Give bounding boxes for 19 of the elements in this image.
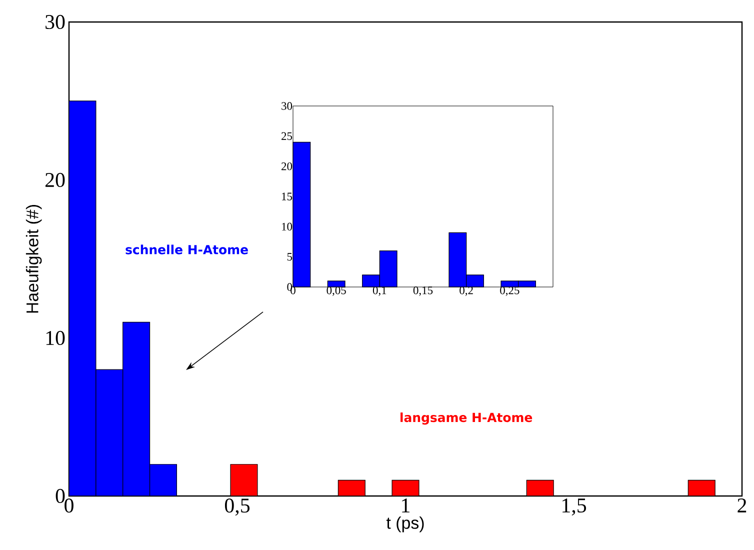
- annotation: langsame H-Atome: [400, 412, 532, 425]
- y-tick-label: 25: [282, 132, 292, 140]
- y-tick-label: 5: [287, 253, 292, 261]
- x-tick-label: 0,1: [372, 286, 386, 296]
- y-tick-label: 20: [45, 172, 65, 188]
- x-tick-label: 2: [738, 498, 746, 512]
- y-tick-label: 20: [282, 162, 292, 170]
- x-tick-label: 0,5: [224, 498, 250, 516]
- y-axis-title: Haeufigkeit (#): [26, 204, 42, 313]
- x-tick-label: 1: [402, 498, 410, 512]
- x-tick-label: 0,15: [413, 286, 433, 296]
- annotation: schnelle H-Atome: [126, 244, 248, 254]
- x-tick-label: 1,5: [562, 498, 586, 516]
- y-tick-label: 30: [282, 102, 292, 110]
- y-tick-label: 10: [282, 222, 292, 231]
- y-tick-label: 30: [46, 14, 65, 30]
- y-tick-label: 15: [282, 192, 292, 200]
- y-tick-label: 10: [46, 330, 65, 346]
- x-axis-title: t (ps): [386, 516, 424, 532]
